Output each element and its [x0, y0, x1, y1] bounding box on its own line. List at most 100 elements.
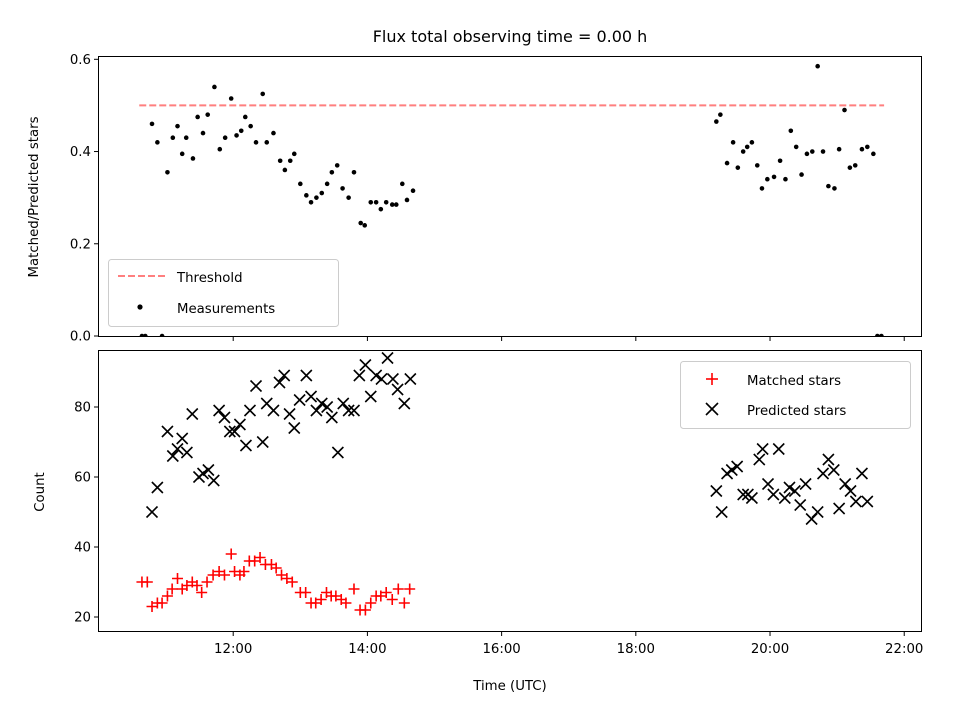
measurement-point: [314, 195, 319, 200]
measurement-point: [205, 112, 211, 117]
predicted-star-point: [844, 484, 857, 498]
matched-star-point: [404, 583, 416, 595]
predicted-star-point: [849, 495, 862, 508]
measurement-point: [815, 63, 820, 69]
measurement-point: [222, 135, 228, 141]
matched-star-point: [348, 583, 360, 595]
predicted-star-point: [176, 432, 189, 445]
chart-title: Flux total observing time = 0.00 h: [373, 27, 648, 46]
predicted-star-point: [404, 372, 417, 386]
predicted-star-point: [799, 477, 812, 491]
predicted-star-point: [783, 481, 796, 494]
predicted-star-point: [304, 390, 318, 403]
matched-star-point: [392, 583, 404, 595]
predicted-star-point: [283, 407, 296, 421]
measurement-point: [334, 163, 340, 168]
predicted-star-point: [710, 484, 723, 498]
matched-star-point: [286, 576, 298, 588]
predicted-star-point: [811, 505, 824, 519]
measurement-point: [777, 158, 783, 164]
predicted-star-point: [151, 481, 164, 494]
bottom-y-axis: 20 40 60 80: [74, 401, 99, 626]
top-y-axis-label: Matched/Predicted stars: [27, 116, 42, 277]
predicted-star-point: [202, 463, 215, 477]
matched-star-point: [270, 562, 282, 574]
matched-star-point: [156, 597, 168, 609]
predicted-star-point: [218, 411, 231, 424]
predicted-star-point: [278, 369, 291, 382]
predicted-star-point: [391, 383, 404, 396]
measurement-point: [260, 91, 266, 97]
predicted-star-point: [788, 484, 801, 498]
predicted-star-point: [196, 467, 210, 480]
matched-star-point: [207, 569, 219, 581]
measurement-point: [783, 176, 788, 182]
predicted-star-point: [325, 411, 338, 424]
measurement-point: [749, 140, 755, 145]
measurement-point: [253, 140, 259, 145]
measurement-point: [389, 202, 395, 207]
plot-marks: [139, 63, 885, 336]
measurement-point: [836, 146, 842, 152]
measurement-point: [804, 151, 810, 157]
measurement-point: [351, 169, 357, 175]
x-tick-label: 12:00: [214, 642, 252, 657]
measurement-point: [826, 183, 831, 189]
predicted-star-point: [166, 449, 179, 463]
predicted-star-point: [300, 369, 313, 382]
predicted-star-point: [861, 495, 874, 508]
matched-star-point: [172, 573, 184, 584]
measurement-point: [852, 163, 858, 168]
matched-star-point: [359, 604, 371, 616]
y-tick-label: 0.2: [70, 237, 91, 252]
predicted-star-point: [315, 397, 328, 410]
measurement-point: [378, 206, 384, 212]
measurement-point: [879, 333, 884, 336]
predicted-star-point: [186, 407, 199, 421]
measurement-point: [759, 186, 765, 191]
measurement-point: [724, 160, 730, 166]
measurement-point: [282, 167, 288, 173]
predicted-star-point: [839, 477, 852, 491]
predicted-star-point: [267, 404, 280, 417]
predicted-star-point: [753, 453, 766, 466]
measurement-point: [238, 128, 244, 134]
top-axes-frame: [98, 56, 922, 337]
matched-star-point: [166, 583, 178, 595]
bottom-x-axis: 12:00 14:00 16:00 18:00 20:00 22:00: [214, 631, 923, 657]
top-panel: 0.0 0.2 0.4 0.6 Matched/Predicted stars Thr…: [27, 53, 922, 345]
predicted-star-point: [310, 404, 323, 417]
measurement-point: [234, 133, 239, 138]
y-tick-label: 0.0: [70, 330, 91, 345]
measurement-point: [143, 333, 148, 336]
predicted-star-point: [855, 467, 869, 480]
measurement-point: [149, 121, 155, 127]
predicted-star-point: [827, 463, 840, 477]
matched-star-point: [201, 576, 213, 588]
legend-predicted-label: Predicted stars: [747, 404, 846, 419]
measurement-point: [329, 169, 335, 175]
measurement-point: [175, 123, 180, 129]
measurement-point: [765, 176, 770, 182]
measurement-point: [842, 107, 847, 113]
predicted-star-point: [375, 372, 388, 386]
measurement-point: [799, 172, 804, 177]
predicted-star-point: [321, 400, 334, 414]
predicted-star-point: [816, 467, 830, 480]
predicted-star-point: [731, 460, 744, 473]
matched-star-point: [225, 548, 237, 560]
measurement-point: [410, 188, 416, 194]
measurement-point: [809, 149, 815, 154]
measurement-point: [277, 158, 283, 164]
measurement-point: [358, 220, 363, 226]
matched-star-point: [238, 566, 250, 577]
measurement-point: [264, 140, 270, 145]
predicted-star-point: [171, 442, 184, 456]
matched-star-point: [191, 580, 203, 591]
top-legend: Threshold Measurements: [108, 259, 339, 327]
predicted-star-point: [249, 379, 263, 393]
predicted-star-point: [233, 418, 246, 431]
matched-star-point: [254, 552, 266, 563]
predicted-star-point: [213, 404, 226, 417]
